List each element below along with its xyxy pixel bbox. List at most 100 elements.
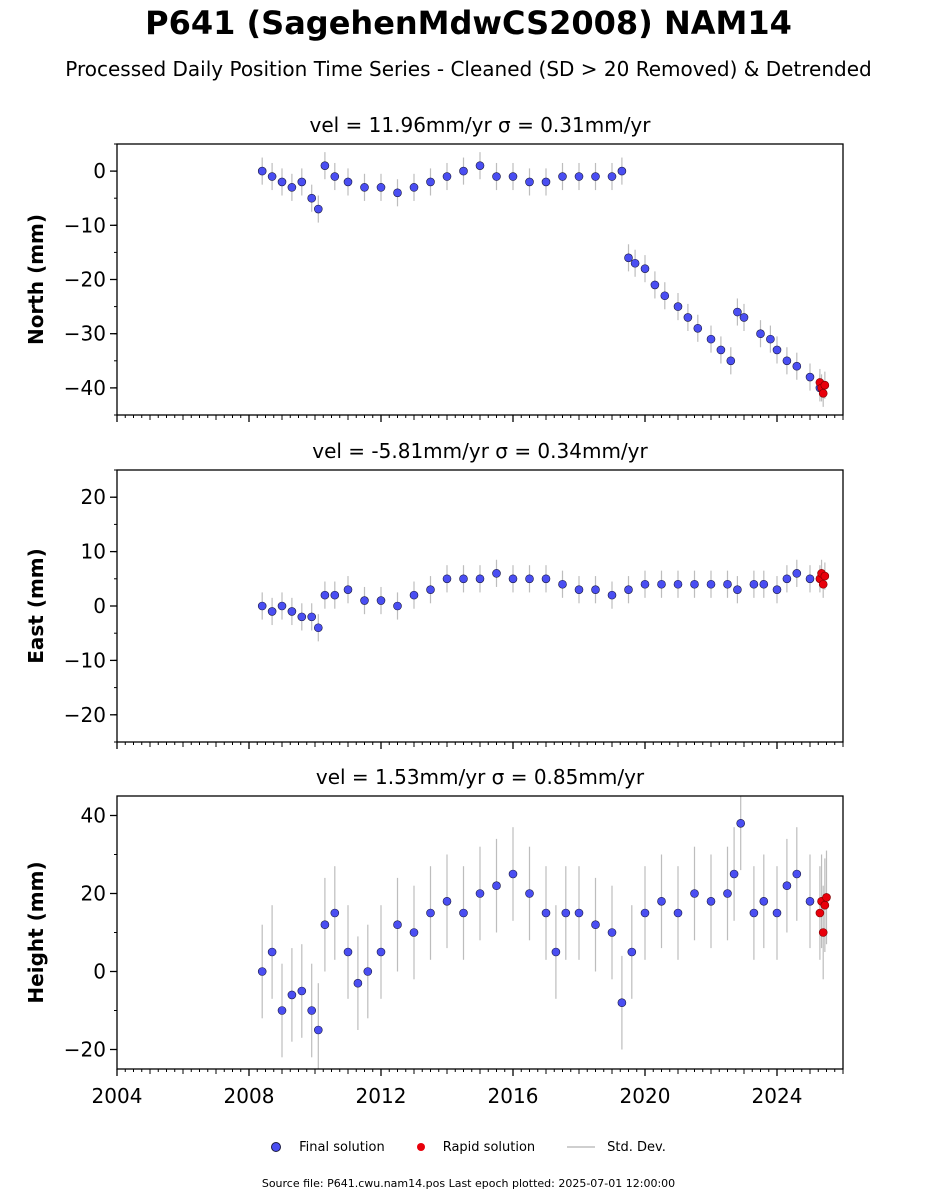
final-solution-point	[736, 818, 746, 828]
ylabel-height: Height (mm)	[24, 861, 48, 1003]
final-solution-point	[749, 579, 759, 589]
final-solution-point	[267, 172, 277, 181]
data-layer-east	[257, 559, 830, 642]
final-solution-point	[591, 172, 600, 181]
final-solution-point	[805, 372, 815, 382]
final-solution-point	[320, 590, 330, 600]
final-solution-point	[426, 177, 435, 187]
final-solution-point	[426, 585, 435, 594]
final-solution-point	[307, 1006, 317, 1015]
final-solution-point	[508, 869, 518, 879]
panel-height: vel = 1.53mm/yr σ = 0.85mm/yr Height (mm)…	[24, 765, 844, 1108]
final-solution-point	[409, 590, 419, 600]
final-solution-point	[551, 947, 561, 957]
final-solution-point	[376, 183, 386, 192]
final-solution-point	[574, 172, 584, 181]
ylabel-north: North (mm)	[24, 214, 48, 345]
legend-item-std: Std. Dev.	[567, 1140, 666, 1155]
legend-item-rapid: Rapid solution	[416, 1139, 536, 1155]
final-solution-point	[442, 172, 452, 181]
final-solution-point	[759, 896, 769, 906]
final-solution-point	[267, 607, 277, 616]
y-tick-label: 10	[81, 540, 106, 564]
final-solution-point	[393, 920, 402, 930]
final-solution-point	[297, 177, 307, 187]
final-solution-point	[525, 177, 534, 187]
final-solution-point	[805, 574, 815, 584]
final-solution-point	[442, 574, 452, 584]
legend: Final solution Rapid solution Std. Dev.	[0, 1136, 937, 1158]
final-solution-point	[257, 601, 267, 611]
y-tick-label: −10	[64, 648, 106, 672]
data-layer-height	[257, 796, 831, 1069]
final-solution-point	[442, 896, 452, 906]
y-tick-label: 0	[93, 960, 106, 984]
legend-label-final: Final solution	[299, 1139, 385, 1155]
y-tick-label: −30	[64, 322, 106, 346]
x-tick-label: 2012	[356, 1084, 407, 1108]
final-solution-point	[772, 345, 782, 355]
legend-item-final: Final solution	[271, 1140, 385, 1155]
final-solution-point	[729, 869, 739, 879]
panel-title-east: vel = -5.81mm/yr σ = 0.34mm/yr	[312, 439, 648, 463]
panel-title-north: vel = 11.96mm/yr σ = 0.31mm/yr	[310, 113, 652, 137]
final-solution-point	[792, 361, 802, 371]
data-layer-north	[257, 152, 830, 407]
y-tick-label: −20	[64, 703, 106, 727]
final-solution-point	[475, 161, 485, 170]
y-tick-label: −40	[64, 376, 106, 400]
final-solution-point	[297, 612, 307, 622]
final-solution-point	[508, 172, 518, 181]
final-solution-point	[739, 313, 749, 322]
y-tick-label: 0	[93, 594, 106, 618]
final-solution-point	[277, 177, 287, 187]
legend-label-rapid: Rapid solution	[442, 1139, 536, 1155]
y-tick-label: 40	[81, 804, 106, 828]
final-solution-point	[541, 908, 551, 918]
x-tick-label: 2008	[224, 1084, 275, 1108]
page-title: P641 (SagehenMdwCS2008) NAM14	[145, 4, 792, 42]
final-solution-point	[690, 579, 699, 589]
final-solution-point	[307, 612, 317, 622]
x-tick-label: 2020	[620, 1084, 671, 1108]
final-solution-point	[475, 889, 485, 898]
final-solution-point	[257, 967, 267, 976]
x-tick-label: 2024	[752, 1084, 803, 1108]
final-solution-point	[492, 569, 501, 578]
final-solution-point	[607, 172, 617, 181]
final-solution-point	[330, 172, 340, 181]
final-solution-point	[409, 928, 419, 937]
final-solution-point	[558, 172, 567, 181]
final-solution-point	[363, 967, 373, 976]
rapid-solution-point	[820, 380, 830, 390]
final-solution-point	[706, 334, 716, 344]
final-solution-point	[749, 908, 759, 918]
final-solution-point	[660, 291, 670, 301]
final-solution-point	[607, 928, 617, 937]
final-solution-point	[313, 623, 323, 633]
final-solution-point	[657, 896, 666, 906]
final-solution-point	[561, 908, 571, 918]
final-solution-point	[673, 908, 683, 918]
final-solution-point	[723, 579, 732, 589]
final-solution-point	[772, 585, 782, 594]
final-solution-point	[277, 1006, 287, 1015]
final-solution-point	[360, 596, 369, 605]
final-solution-point	[723, 889, 732, 898]
final-solution-point	[525, 574, 534, 584]
final-solution-point	[393, 188, 402, 198]
final-solution-point	[330, 908, 340, 918]
final-solution-point	[343, 585, 353, 594]
final-solution-point	[574, 908, 584, 918]
final-solution-point	[627, 947, 637, 957]
final-solution-marker-icon	[271, 1142, 282, 1152]
final-solution-point	[673, 302, 683, 311]
final-solution-point	[525, 889, 534, 898]
final-solution-point	[277, 601, 287, 611]
final-solution-point	[733, 307, 742, 317]
final-solution-point	[726, 356, 736, 366]
chart-figure: vel = 11.96mm/yr σ = 0.31mm/yr North (mm)…	[24, 113, 844, 1108]
panel-east: vel = -5.81mm/yr σ = 0.34mm/yr East (mm) 2…	[24, 439, 844, 749]
final-solution-point	[640, 908, 650, 918]
std-dev-line-icon	[567, 1146, 596, 1148]
